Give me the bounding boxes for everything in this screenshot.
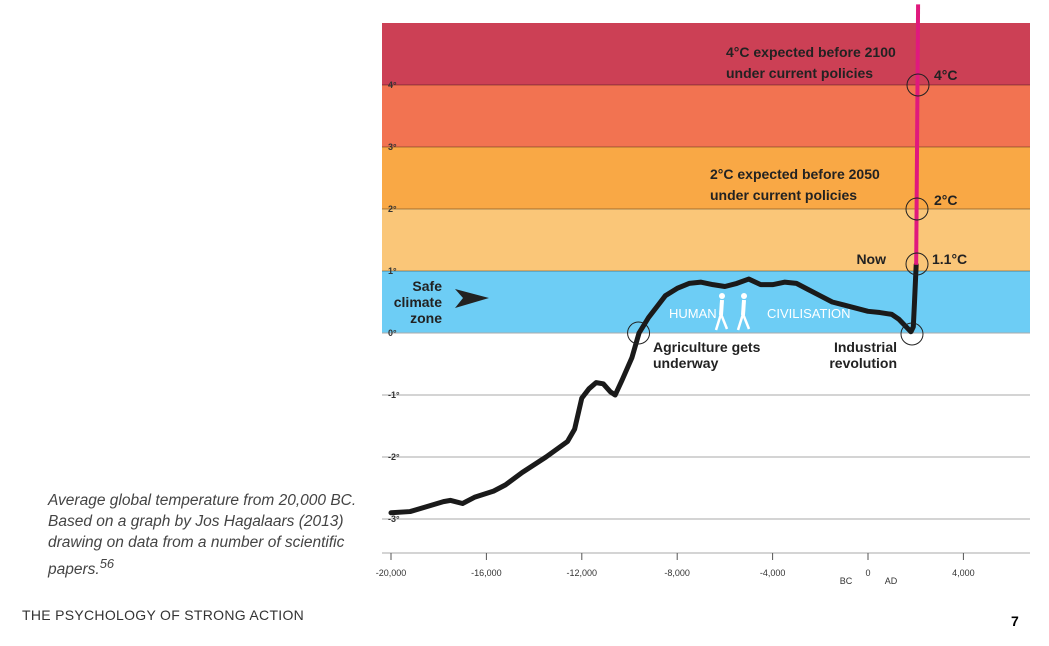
walking-person-icon [736, 293, 751, 331]
industrial-revolution-label: revolution [829, 355, 897, 371]
x-tick-label: -12,000 [567, 568, 598, 578]
marker-circle [905, 252, 929, 276]
walking-person-icon [714, 293, 729, 331]
y-tick-label: 0° [388, 328, 397, 338]
bc-label: BC [840, 576, 853, 586]
two-degree-note: 2°C expected before 2050 [710, 166, 880, 182]
four-degree-value: 4°C [934, 67, 958, 83]
industrial-revolution-label: Industrial [834, 339, 897, 355]
safe-zone-label: zone [410, 310, 442, 326]
caption-footnote-ref: 56 [99, 556, 115, 571]
now-label: Now [856, 251, 886, 267]
safe-zone-label: Safe [412, 278, 442, 294]
human-label: HUMAN [669, 306, 717, 321]
two-degree-note: under current policies [710, 187, 857, 203]
band-2 [382, 147, 1030, 209]
y-tick-label: -3° [388, 514, 400, 524]
y-tick-label: -1° [388, 390, 400, 400]
caption-text: Average global temperature from 20,000 B… [48, 492, 357, 579]
agriculture-label: Agriculture gets [653, 339, 761, 355]
now-value: 1.1°C [932, 251, 967, 267]
page-number: 7 [1011, 613, 1019, 629]
ad-label: AD [885, 576, 898, 586]
y-tick-label: 4° [388, 80, 397, 90]
four-degree-note: 4°C expected before 2100 [726, 44, 896, 60]
x-tick-label: -16,000 [471, 568, 502, 578]
temperature-line [388, 262, 919, 516]
projection-line [914, 4, 921, 265]
y-tick-label: 3° [388, 142, 397, 152]
civilisation-label: CIVILISATION [767, 306, 851, 321]
x-tick-label: -8,000 [664, 568, 690, 578]
marker-circle [906, 73, 930, 97]
marker-circle [900, 322, 924, 346]
x-tick-label: 4,000 [952, 568, 975, 578]
figure-caption: Average global temperature from 20,000 B… [48, 490, 368, 580]
x-tick-label: -20,000 [376, 568, 407, 578]
y-tick-label: 2° [388, 204, 397, 214]
arrow-icon [455, 289, 489, 308]
agriculture-label: underway [653, 355, 719, 371]
y-tick-label: -2° [388, 452, 400, 462]
safe-zone-label: climate [394, 294, 442, 310]
two-degree-value: 2°C [934, 192, 958, 208]
marker-circle [905, 197, 929, 221]
footer-title: THE PSYCHOLOGY OF STRONG ACTION [22, 607, 305, 623]
four-degree-note: under current policies [726, 65, 873, 81]
y-tick-label: 1° [388, 266, 397, 276]
marker-circle [627, 321, 651, 345]
x-tick-label: -4,000 [760, 568, 786, 578]
x-tick-label: 0 [865, 568, 870, 578]
band-4 [382, 271, 1030, 333]
band-1 [382, 85, 1030, 147]
band-0 [382, 23, 1030, 85]
